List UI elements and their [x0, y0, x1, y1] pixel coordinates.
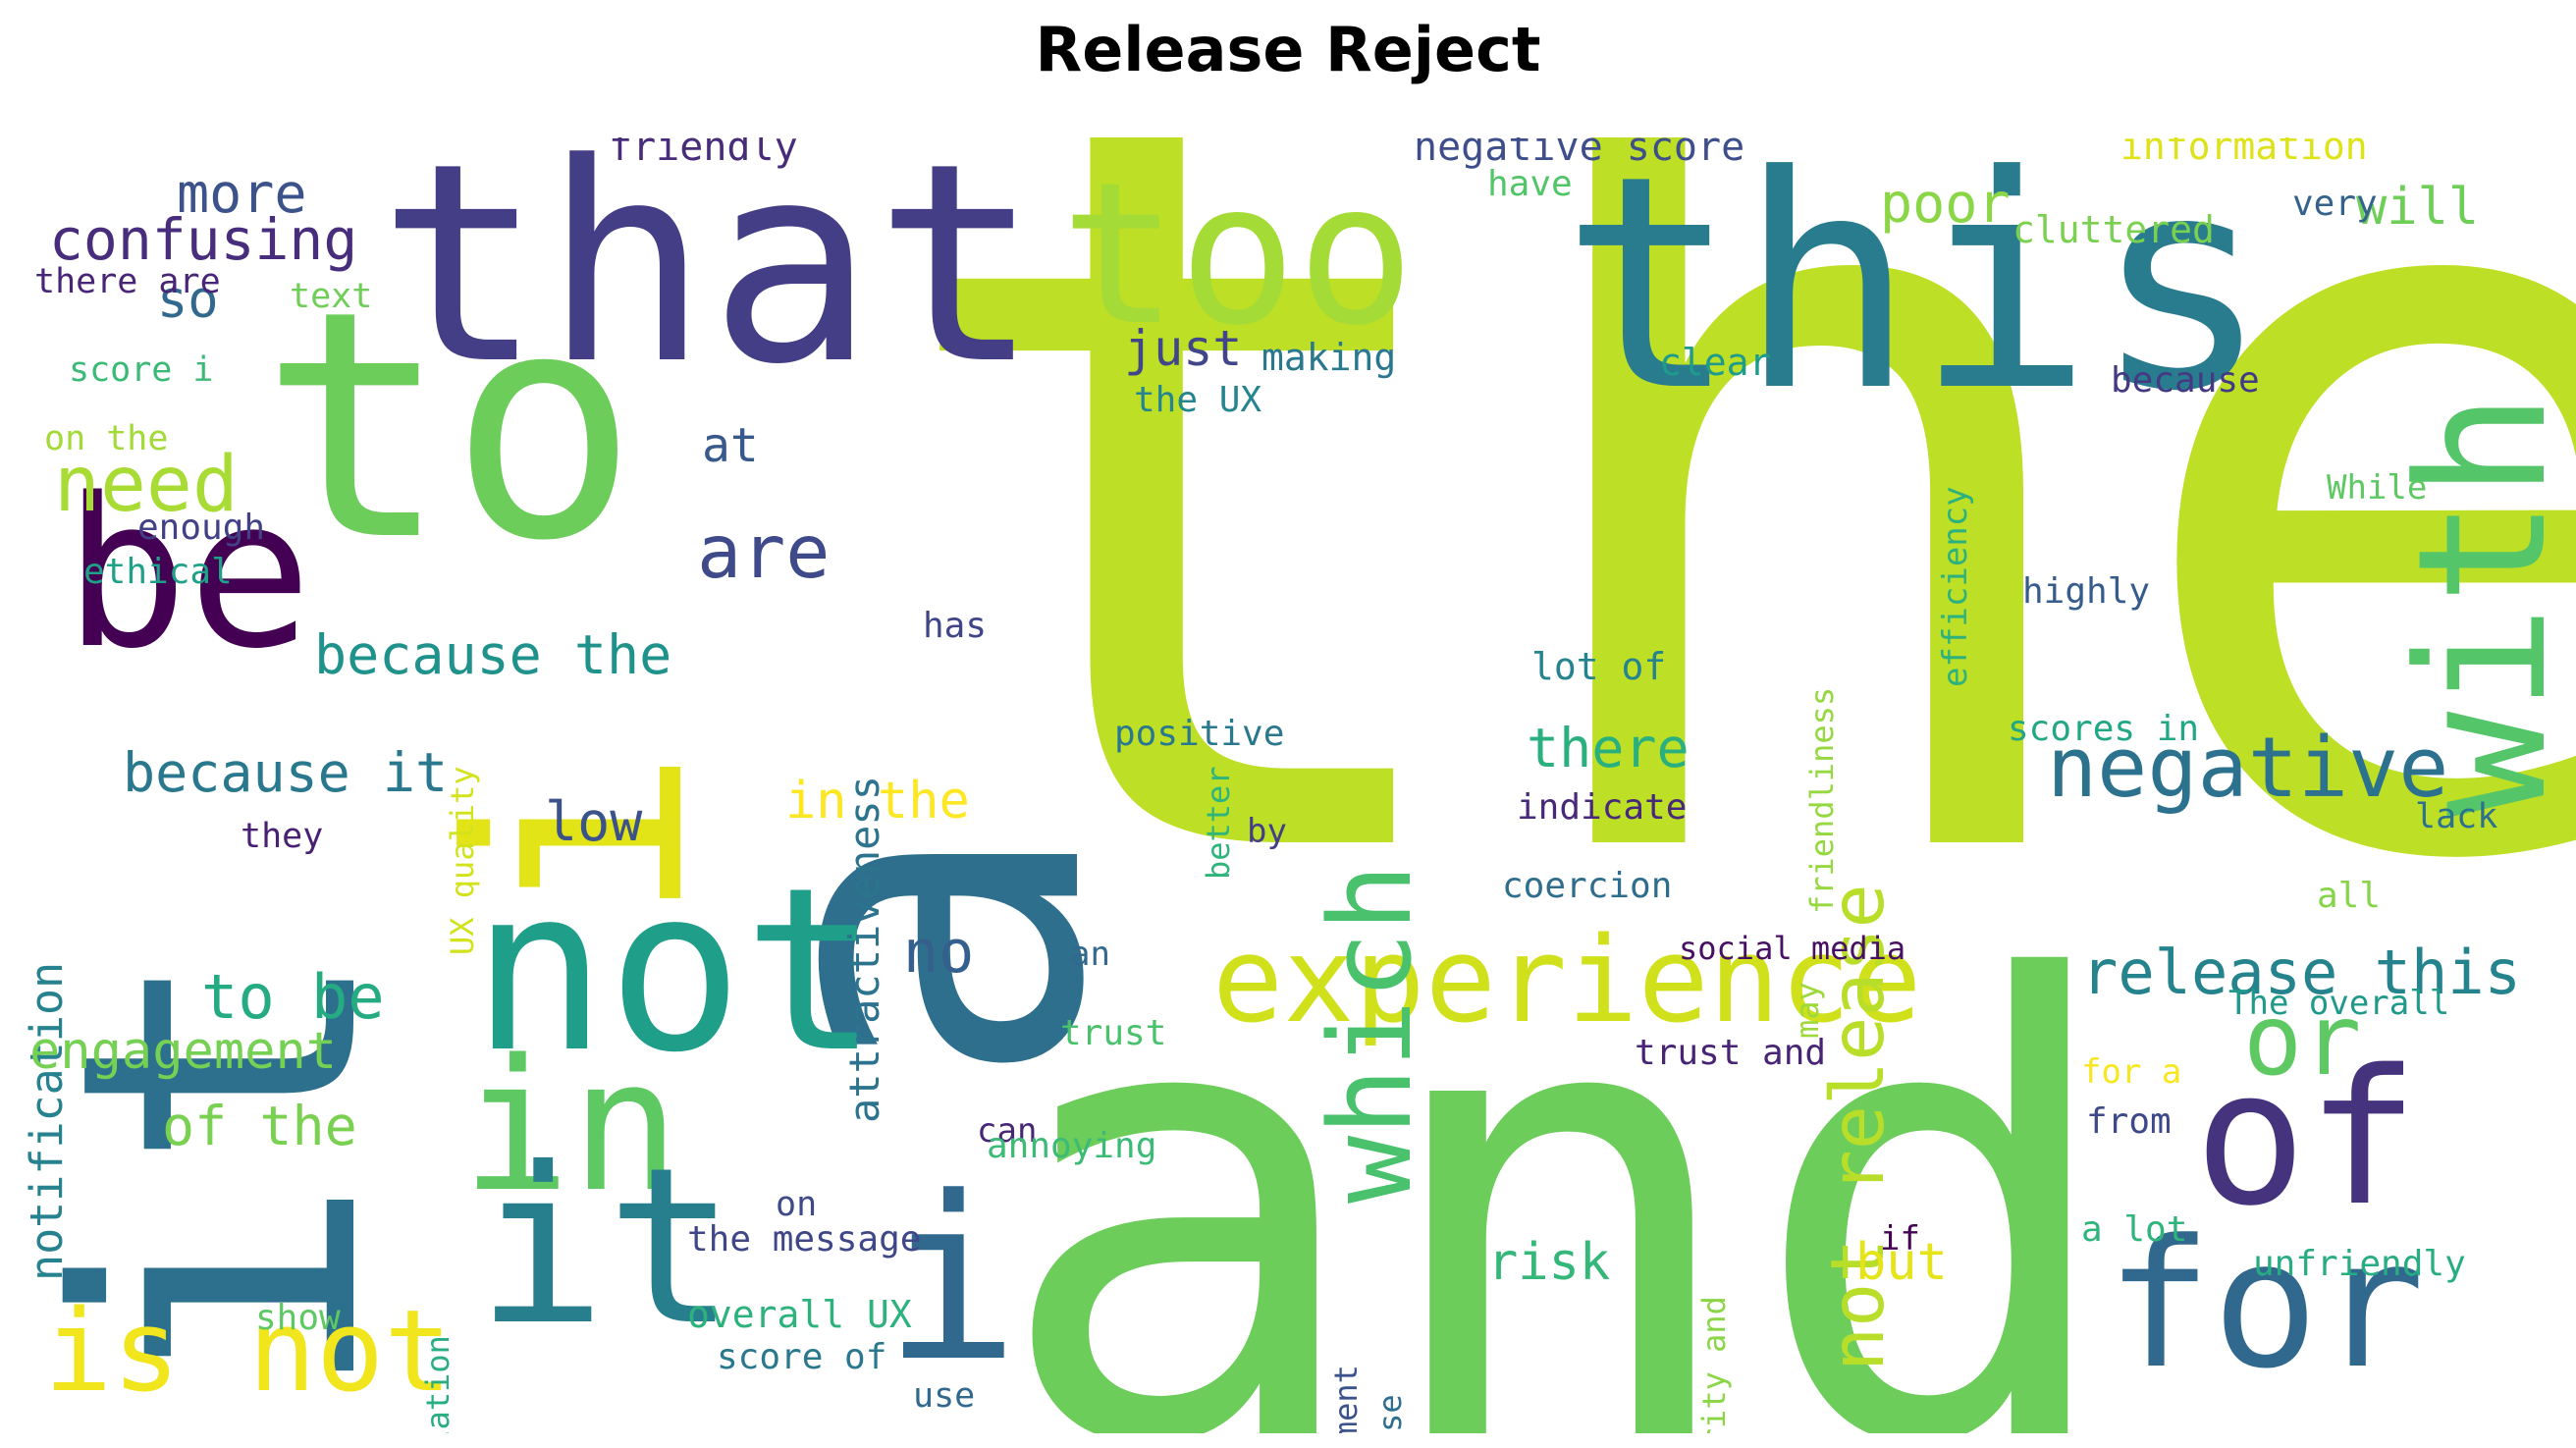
word-the-overall: The overall [2228, 984, 2450, 1023]
word-poor: poor [1880, 172, 2011, 235]
word-because-the: because the [314, 623, 672, 686]
word-very: very [2292, 184, 2378, 224]
word-overall-ux: overall UX [687, 1293, 912, 1336]
word-making: making [1261, 336, 1397, 379]
word-will: will [2356, 178, 2480, 237]
word-highly: highly [2022, 571, 2151, 612]
word-better: better [1200, 766, 1237, 880]
word-use: use [913, 1376, 976, 1416]
word-text: text [290, 277, 373, 316]
word-has: has [923, 606, 988, 646]
word-by: by [1247, 812, 1287, 851]
word-an: an [1070, 935, 1110, 974]
word-for: for [2106, 1203, 2426, 1408]
word-this: this [1561, 137, 2271, 456]
word-the-message: the message [687, 1219, 922, 1260]
word-low: low [545, 790, 643, 853]
word-trust-and: trust and [1635, 1033, 1827, 1073]
word-enough: enough [137, 508, 266, 548]
word-trust: trust [1060, 1013, 1167, 1053]
word-can: can [977, 1111, 1038, 1151]
word-they: they [241, 817, 324, 856]
word-too: too [1060, 140, 1416, 369]
word-the: the [874, 137, 2576, 1086]
word-scores-in: scores in [2008, 709, 2200, 749]
word-efficiency: efficiency [1936, 486, 1975, 687]
word-lack: lack [2415, 797, 2498, 836]
word-clarity-and: clarity and [1695, 1296, 1733, 1433]
word-if: if [1880, 1219, 1920, 1259]
word-experience: experience [1212, 913, 1922, 1049]
word-notification: notification [21, 961, 73, 1281]
word-show: show [255, 1298, 341, 1338]
word-ethical: ethical [83, 552, 233, 592]
word-are: are [697, 509, 831, 595]
word-in: in [461, 1020, 680, 1232]
word-which: which [1306, 863, 1437, 1204]
word-improvement: improvement [1327, 1365, 1365, 1433]
word-cluttered: cluttered [2012, 208, 2215, 251]
word-cloud: the and this that to it a i too be not with in it i for… [0, 137, 2576, 1433]
word-in-the: in the [785, 772, 970, 831]
word-i: i [884, 1150, 1020, 1412]
word-coercion: coercion [1502, 866, 1673, 906]
word-for-a: for a [2081, 1052, 2182, 1092]
word-friendliness: friendliness [1803, 686, 1841, 914]
word-to-be: to be [201, 961, 385, 1033]
word-negative: negative [2047, 720, 2449, 817]
word-all: all [2317, 876, 2382, 916]
word-positive: positive [1114, 714, 1285, 754]
word-so: so [157, 271, 219, 330]
word-at: at [702, 418, 759, 473]
word-to: to [260, 244, 639, 610]
word-on-the: on the [44, 419, 169, 458]
word-to-release: to release [1371, 1394, 1409, 1433]
word-the-ux: the UX [1134, 380, 1262, 420]
word-lot-of: lot of [1531, 645, 1667, 688]
word-of: of [2194, 1030, 2419, 1247]
word-stimulation: stimulation [419, 1335, 456, 1433]
word-just: just [1124, 320, 1243, 377]
word-clear: clear [1659, 341, 1772, 384]
word-risk: risk [1487, 1233, 1611, 1292]
word-score-of: score of [717, 1337, 887, 1377]
word-confusing: confusing [49, 206, 358, 273]
word-that: that [378, 137, 1041, 425]
word-or: or [2243, 983, 2362, 1098]
word-there-are: there are [34, 262, 221, 301]
word-from: from [2086, 1101, 2172, 1142]
word-have: have [1487, 164, 1573, 204]
word-because-it: because it [123, 741, 449, 804]
word-of-the: of the [162, 1095, 357, 1157]
word-and: and [992, 851, 2126, 1434]
word-not: not [471, 840, 880, 1102]
word-on: on [776, 1185, 818, 1224]
chart-title: Release Reject [1035, 14, 1541, 85]
word-ux-quality: UX quality [444, 766, 481, 955]
word-release-this: release this [2081, 937, 2521, 1008]
word-while: While [2327, 468, 2428, 508]
word-information: information [2120, 137, 2368, 168]
word-indicate: indicate [1517, 787, 1688, 828]
word-unfriendly: unfriendly [2253, 1244, 2466, 1284]
word-a-lot: a lot [2081, 1209, 2188, 1250]
word-be: be [64, 454, 312, 694]
word-score-i: score i [69, 350, 214, 390]
word-because: because [2111, 360, 2260, 401]
word-engagement: engagement [29, 1022, 338, 1081]
word-no: no [903, 918, 975, 987]
word-but: but [1855, 1233, 1948, 1292]
word-need: need [54, 441, 239, 529]
word-friendly: friendly [609, 137, 798, 170]
word-it: it [476, 1121, 736, 1372]
word-social-media: social media [1679, 930, 1906, 967]
word-negative-score: negative score [1414, 137, 1745, 170]
word-is-not: is not [44, 1286, 453, 1418]
word-more: more [177, 162, 307, 225]
word-annoying: annoying [987, 1126, 1157, 1166]
word-may: may [1789, 982, 1826, 1039]
word-there: there [1527, 717, 1690, 779]
